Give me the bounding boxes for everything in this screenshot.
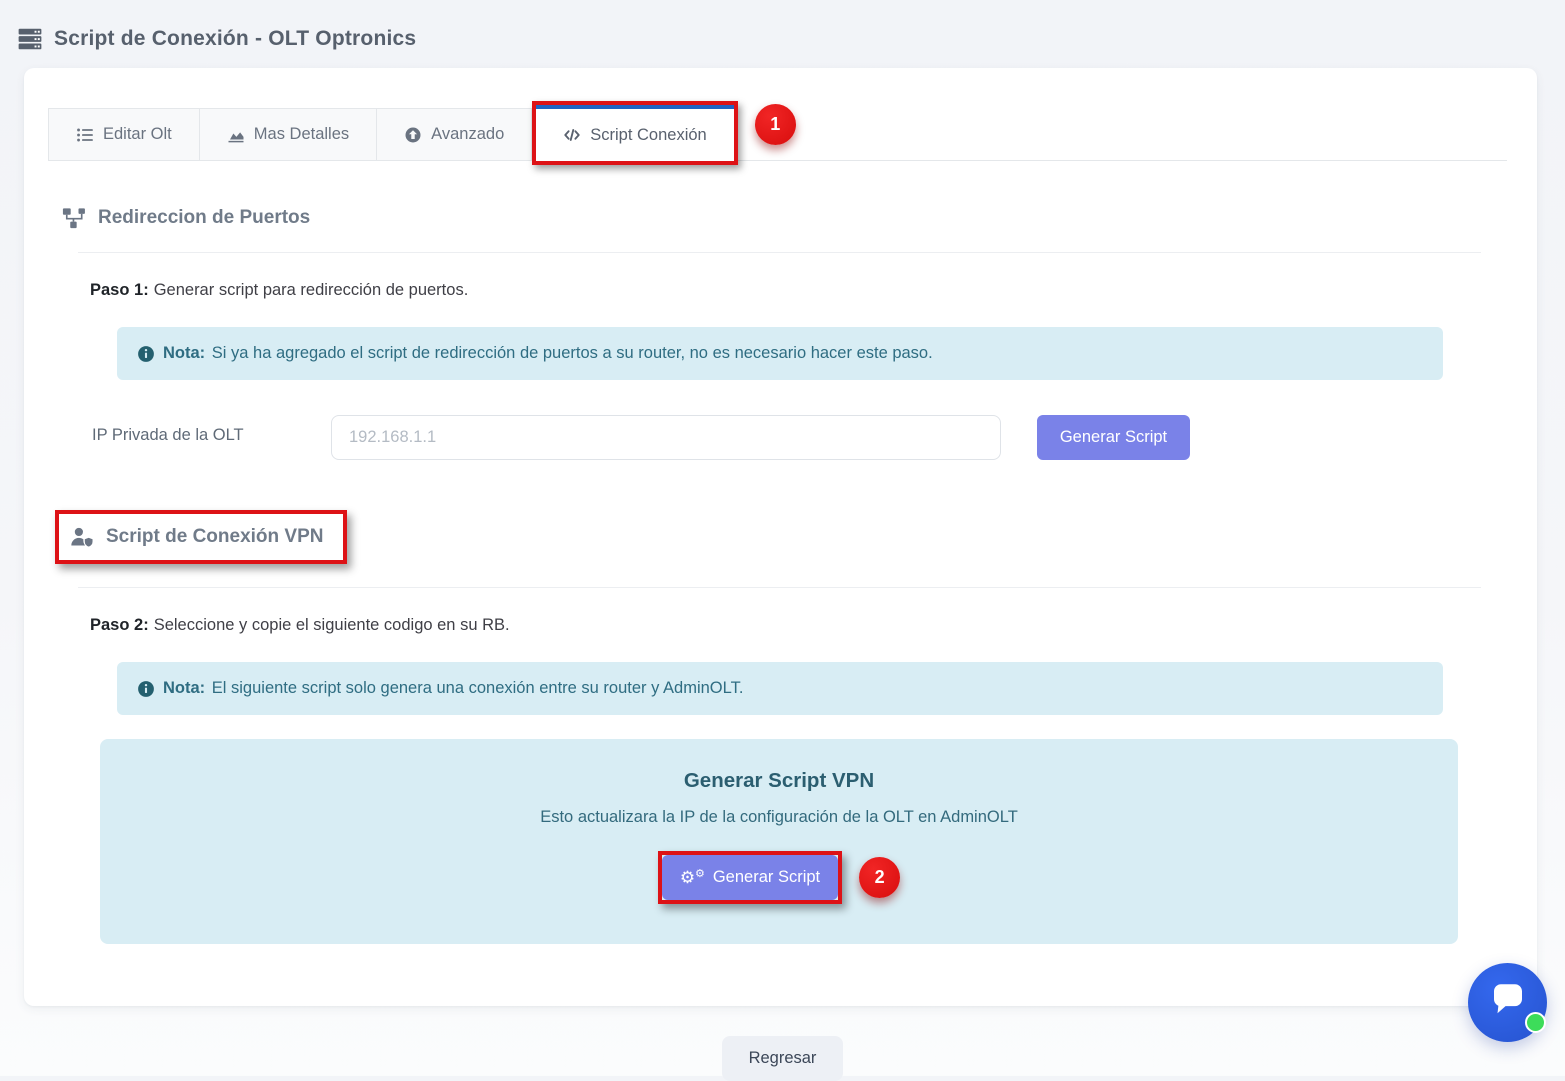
annotation-box-active-tab: Script Conexión <box>532 101 738 165</box>
vpn-generate-panel: Generar Script VPN Esto actualizara la I… <box>100 739 1458 944</box>
tab-label: Mas Detalles <box>253 125 350 143</box>
chat-widget-button[interactable] <box>1468 963 1547 1042</box>
chat-bubble-icon <box>1487 979 1529 1026</box>
divider <box>78 587 1481 588</box>
annotation-badge-1: 1 <box>754 104 796 145</box>
cogs-icon: ⚙ ⚙ <box>679 867 705 887</box>
page-header: Script de Conexión - OLT Optronics <box>0 0 1565 52</box>
note-text: Nota: El siguiente script solo genera un… <box>163 679 744 697</box>
tab-bar: Editar Olt Mas Detalles Avanzado Script … <box>48 101 1507 165</box>
user-shield-icon <box>70 526 94 548</box>
note-port-redirect: Nota: Si ya ha agregado el script de red… <box>117 327 1443 380</box>
annotation-box-generate-button: ⚙ ⚙ Generar Script <box>657 851 843 904</box>
tab-label: Editar Olt <box>103 125 172 143</box>
step-2-text: Paso 2: Seleccione y copie el siguiente c… <box>90 616 510 634</box>
annotation-box-vpn-title: Script de Conexión VPN <box>55 510 348 564</box>
arrow-circle-up-icon <box>404 126 422 144</box>
note-vpn: Nota: El siguiente script solo genera un… <box>117 662 1443 715</box>
tab-script-conexion[interactable]: Script Conexión <box>536 105 734 161</box>
tab-content: Redireccion de Puertos Paso 1: Generar sc… <box>48 161 1507 944</box>
note-text: Nota: Si ya ha agregado el script de red… <box>163 344 933 362</box>
footer-actions: Regresar <box>0 1036 1565 1081</box>
generate-vpn-script-button[interactable]: ⚙ ⚙ Generar Script <box>661 855 839 900</box>
port-redirect-title: Redireccion de Puertos <box>62 207 1507 229</box>
step-1-text: Paso 1: Generar script para redirección d… <box>90 281 469 299</box>
tab-editar-olt[interactable]: Editar Olt <box>48 108 200 160</box>
tab-mas-detalles[interactable]: Mas Detalles <box>199 108 378 160</box>
divider <box>78 252 1481 253</box>
server-icon <box>17 26 43 52</box>
tab-avanzado[interactable]: Avanzado <box>377 108 533 160</box>
page-title: Script de Conexión - OLT Optronics <box>54 27 417 50</box>
tab-label: Script Conexión <box>590 125 707 144</box>
vpn-panel-subtitle: Esto actualizara la IP de la configuraci… <box>540 808 1018 826</box>
vpn-panel-title: Generar Script VPN <box>683 769 875 792</box>
ip-input[interactable] <box>331 415 1001 460</box>
code-icon <box>563 126 581 144</box>
info-icon <box>137 680 155 698</box>
generate-port-script-button[interactable]: Generar Script <box>1037 415 1190 460</box>
project-diagram-icon <box>62 207 86 229</box>
list-icon <box>76 126 94 144</box>
ip-form-row: IP Privada de la OLT Generar Script <box>92 415 1507 460</box>
back-button[interactable]: Regresar <box>721 1036 844 1081</box>
main-card: Editar Olt Mas Detalles Avanzado Script … <box>24 68 1537 1006</box>
tab-label: Avanzado <box>431 125 505 143</box>
ip-label: IP Privada de la OLT <box>92 426 244 444</box>
annotation-badge-2: 2 <box>859 857 901 898</box>
online-status-dot <box>1525 1012 1546 1033</box>
info-icon <box>137 345 155 363</box>
section-vpn-script: Script de Conexión VPN Paso 2: Seleccione… <box>55 510 1507 944</box>
chart-area-icon <box>227 126 245 144</box>
vpn-generate-row: ⚙ ⚙ Generar Script 2 <box>100 851 1458 904</box>
section-port-redirect: Redireccion de Puertos Paso 1: Generar sc… <box>62 207 1507 460</box>
vpn-title: Script de Conexión VPN <box>70 526 323 548</box>
